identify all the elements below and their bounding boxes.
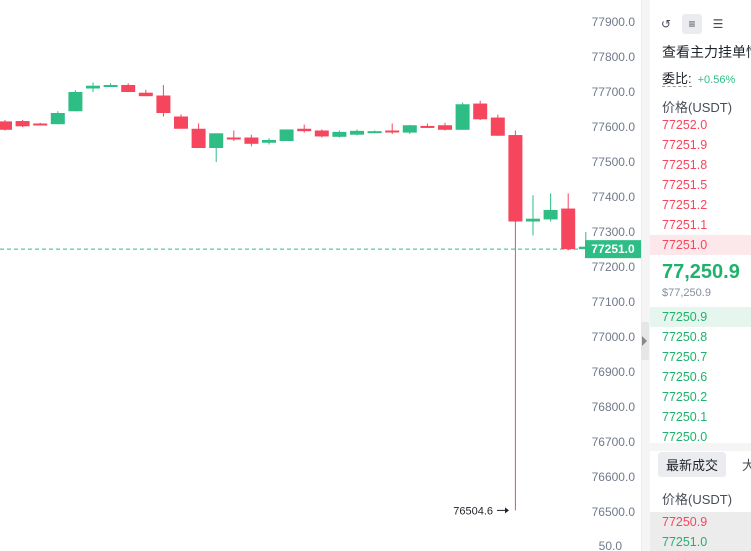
ratio-value: +0.56% bbox=[697, 74, 736, 86]
candle-body[interactable] bbox=[86, 85, 100, 89]
price-axis-label: 77000.0 bbox=[592, 330, 636, 344]
price-axis-label: 77100.0 bbox=[592, 295, 636, 309]
ask-row[interactable]: 77251.1 bbox=[662, 218, 708, 232]
candle-body[interactable] bbox=[279, 129, 294, 141]
undo-icon[interactable]: ↺ bbox=[660, 17, 672, 31]
bid-row[interactable]: 77250.2 bbox=[662, 390, 708, 404]
list-view-icon[interactable]: ☰ bbox=[712, 17, 724, 31]
ask-row[interactable]: 77251.9 bbox=[662, 138, 708, 152]
price-axis-label: 76700.0 bbox=[592, 435, 636, 449]
candle-body[interactable] bbox=[156, 95, 171, 114]
last-price-usd: $77,250.9 bbox=[662, 287, 711, 299]
candle-body[interactable] bbox=[209, 133, 224, 148]
ask-row[interactable]: 77251.0 bbox=[650, 235, 751, 255]
price-axis-label: 77700.0 bbox=[592, 85, 636, 99]
candle-body[interactable] bbox=[402, 125, 417, 133]
current-price-tag bbox=[585, 240, 641, 259]
panel-divider bbox=[641, 0, 650, 551]
candle-body[interactable] bbox=[385, 130, 400, 133]
price-axis-label: 77900.0 bbox=[592, 15, 636, 29]
bid-row[interactable]: 77250.7 bbox=[662, 350, 708, 364]
ask-row[interactable]: 77251.5 bbox=[662, 178, 708, 192]
candle-body[interactable] bbox=[103, 85, 118, 87]
candle-body[interactable] bbox=[561, 208, 576, 250]
section-divider bbox=[650, 443, 751, 451]
price-axis-label: 76800.0 bbox=[592, 400, 636, 414]
candle-body[interactable] bbox=[138, 92, 153, 97]
chevron-right-icon bbox=[642, 336, 647, 346]
candle-body[interactable] bbox=[297, 128, 312, 132]
candle-body[interactable] bbox=[68, 92, 83, 112]
price-axis-label: 76600.0 bbox=[592, 470, 636, 484]
candle-body[interactable] bbox=[121, 85, 136, 92]
tab-large-trades[interactable]: 大 bbox=[742, 458, 751, 473]
candle-body[interactable] bbox=[174, 116, 188, 129]
low-price-marker: 76504.6 bbox=[453, 505, 493, 517]
trades-tabs: 最新成交 大 bbox=[658, 452, 751, 477]
bid-row[interactable]: 77250.1 bbox=[662, 410, 708, 424]
candle-body[interactable] bbox=[490, 117, 505, 136]
price-axis-label: 76500.0 bbox=[592, 505, 636, 519]
ask-row[interactable]: 77252.0 bbox=[662, 118, 708, 132]
ask-row[interactable]: 77251.8 bbox=[662, 158, 708, 172]
bid-row[interactable]: 77250.8 bbox=[662, 330, 708, 344]
tab-latest-trades[interactable]: 最新成交 bbox=[658, 452, 727, 477]
trade-row: 77250.9 bbox=[650, 512, 751, 532]
candle-body[interactable] bbox=[420, 125, 435, 128]
whale-orders-link[interactable]: 查看主力挂单情况 bbox=[662, 44, 751, 60]
bid-row[interactable]: 77250.9 bbox=[650, 307, 751, 327]
order-book-toolbar: ↺ ≡ ☰ bbox=[656, 14, 728, 36]
ratio-label: 委比: bbox=[662, 71, 692, 87]
order-book-panel: ↺ ≡ ☰ 查看主力挂单情况 委比: +0.56% 价格(USDT) 77252.… bbox=[650, 0, 751, 551]
candle-body[interactable] bbox=[262, 139, 276, 143]
candle-body[interactable] bbox=[332, 131, 347, 137]
price-axis-label: 77400.0 bbox=[592, 190, 636, 204]
candle-body[interactable] bbox=[50, 113, 65, 125]
both-sides-view-icon[interactable]: ≡ bbox=[682, 14, 702, 34]
price-axis-label: 77600.0 bbox=[592, 120, 636, 134]
candle-body[interactable] bbox=[526, 218, 540, 222]
price-axis-label: 76900.0 bbox=[592, 365, 636, 379]
candle-body[interactable] bbox=[244, 137, 259, 144]
candle-body[interactable] bbox=[438, 125, 452, 130]
arrow-right-icon bbox=[505, 507, 509, 514]
bid-row[interactable]: 77250.0 bbox=[662, 430, 708, 444]
price-axis-label: 77800.0 bbox=[592, 50, 636, 64]
bid-row[interactable]: 77250.6 bbox=[662, 370, 708, 384]
candle-body[interactable] bbox=[226, 137, 241, 140]
bid-ask-ratio: 委比: +0.56% bbox=[662, 68, 735, 87]
candle-body[interactable] bbox=[367, 131, 382, 134]
candle-body[interactable] bbox=[508, 135, 523, 222]
price-axis-label: 77500.0 bbox=[592, 155, 636, 169]
collapse-panel-button[interactable] bbox=[641, 322, 649, 360]
candle-body[interactable] bbox=[191, 128, 206, 148]
candle-body[interactable] bbox=[473, 103, 488, 120]
candle-body[interactable] bbox=[543, 209, 558, 220]
chart-canvas[interactable]: 77900.0 77800.0 77700.0 77600.0 77500.0 77400… bbox=[0, 0, 641, 551]
candle-body[interactable] bbox=[455, 104, 470, 130]
ask-row[interactable]: 77251.2 bbox=[662, 198, 708, 212]
candlestick-chart[interactable]: 77900.0 77800.0 77700.0 77600.0 77500.0 77400… bbox=[0, 0, 641, 551]
candle-body[interactable] bbox=[0, 121, 12, 130]
trades-price-header: 价格(USDT) bbox=[662, 492, 733, 507]
last-price: 77,250.9 bbox=[662, 261, 740, 283]
price-axis-label: 77200.0 bbox=[592, 260, 636, 274]
price-axis-label: 77300.0 bbox=[592, 225, 636, 239]
candle-body[interactable] bbox=[350, 130, 364, 135]
current-price-tag-label: 77251.0 bbox=[591, 242, 635, 256]
candle-body[interactable] bbox=[15, 121, 30, 127]
trade-row: 77251.0 bbox=[650, 532, 751, 551]
price-column-header: 价格(USDT) bbox=[662, 100, 733, 115]
candle-body[interactable] bbox=[314, 130, 329, 137]
candle-body[interactable] bbox=[33, 123, 48, 126]
volume-axis-label: 50.0 bbox=[599, 539, 623, 551]
